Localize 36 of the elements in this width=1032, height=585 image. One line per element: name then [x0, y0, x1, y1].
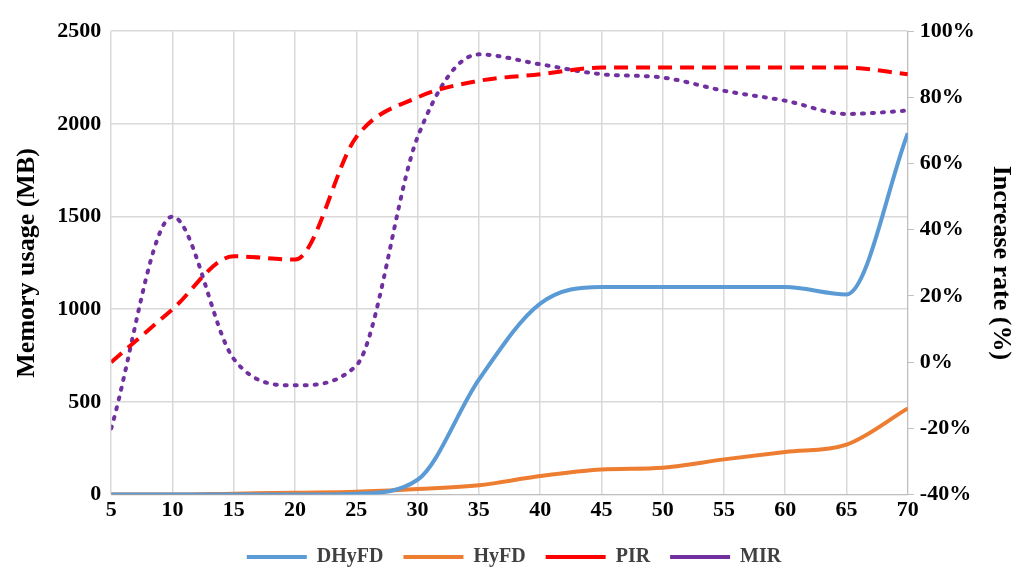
- legend-label: HyFD: [473, 544, 526, 568]
- y2-tick-label: 60%: [919, 149, 964, 175]
- legend-label: PIR: [615, 544, 651, 567]
- y-tick-label: 2500: [57, 16, 102, 42]
- x-tick-label: 70: [896, 496, 919, 522]
- y-tick-label: 0: [90, 480, 102, 506]
- x-tick-label: 5: [105, 496, 117, 522]
- y-tick-label: 2000: [57, 109, 102, 135]
- y-axis-title: Memory usage (MB): [11, 148, 41, 378]
- y2-tick-label: 40%: [919, 215, 964, 241]
- x-tick-label: 20: [284, 496, 307, 522]
- y2-tick-label: 100%: [919, 16, 975, 42]
- line-series: [111, 52, 908, 431]
- x-tick-label: 50: [651, 496, 674, 522]
- x-tick-label: 65: [835, 496, 858, 522]
- y-tick-label: 500: [68, 387, 102, 413]
- legend-label: DHyFD: [316, 544, 384, 568]
- x-tick-label: 55: [712, 496, 735, 522]
- x-tick-label: 45: [590, 496, 613, 522]
- x-tick-label: 30: [406, 496, 429, 522]
- x-tick-label: 40: [529, 496, 552, 522]
- y2-tick-label: 80%: [919, 83, 964, 109]
- y2-tick-label: -40%: [919, 480, 972, 506]
- y2-tick-label: 20%: [919, 281, 964, 307]
- x-tick-label: 10: [161, 496, 184, 522]
- x-tick-label: 35: [467, 496, 490, 522]
- x-tick-label: 60: [774, 496, 797, 522]
- x-tick-label: 15: [222, 496, 245, 522]
- line-series: [111, 65, 908, 365]
- y-tick-label: 1500: [57, 202, 102, 228]
- y2-tick-label: 0%: [919, 347, 953, 373]
- x-tick-label: 25: [345, 496, 368, 522]
- y-tick-label: 1000: [57, 294, 102, 320]
- legend-label: MIR: [740, 544, 782, 567]
- y2-tick-label: -20%: [919, 414, 972, 440]
- y2-axis-title: Increase rate (%): [987, 165, 1017, 361]
